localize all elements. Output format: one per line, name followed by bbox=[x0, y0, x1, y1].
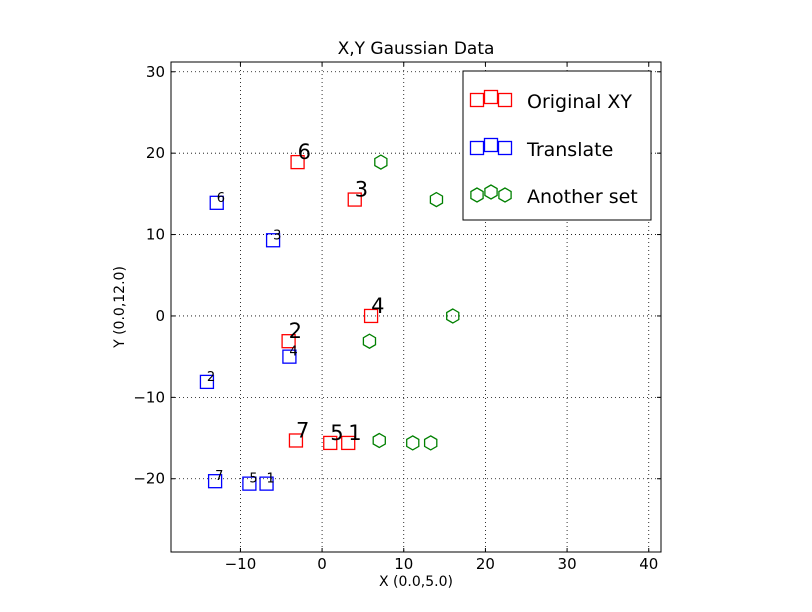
y-axis-label: Y (0.0,12.0) bbox=[112, 266, 128, 349]
point-label: 1 bbox=[267, 472, 275, 487]
data-point bbox=[374, 154, 388, 170]
y-tick-label: −20 bbox=[133, 470, 165, 488]
legend: Original XY Translate Another set bbox=[462, 70, 652, 221]
data-point bbox=[265, 233, 281, 248]
data-point bbox=[207, 474, 223, 489]
data-point bbox=[372, 432, 386, 449]
data-point bbox=[446, 308, 460, 324]
legend-item: Translate bbox=[469, 137, 613, 161]
legend-marker bbox=[470, 187, 484, 203]
legend-label: Another set bbox=[527, 186, 638, 208]
x-tick-label: 20 bbox=[476, 555, 495, 573]
point-label: 6 bbox=[217, 191, 225, 206]
data-point bbox=[362, 333, 377, 349]
data-point bbox=[290, 154, 305, 170]
x-axis-label: X (0.0,5.0) bbox=[379, 574, 453, 590]
legend-marker bbox=[469, 140, 485, 156]
data-point bbox=[259, 476, 274, 491]
chart-title: X,Y Gaussian Data bbox=[338, 39, 495, 59]
point-label: 2 bbox=[289, 319, 302, 343]
legend-item: Original XY bbox=[469, 89, 632, 113]
legend-label: Original XY bbox=[527, 91, 632, 113]
y-tick-label: 20 bbox=[146, 144, 165, 162]
data-point bbox=[199, 374, 215, 390]
x-tick-label: 0 bbox=[317, 555, 327, 573]
legend-marker bbox=[483, 137, 499, 153]
point-label: 3 bbox=[273, 228, 281, 243]
data-point bbox=[242, 476, 257, 491]
y-tick-label: −10 bbox=[133, 388, 165, 406]
legend-label: Translate bbox=[526, 139, 613, 161]
legend-frame bbox=[462, 70, 652, 221]
x-tick-label: 10 bbox=[394, 555, 413, 573]
point-label: 5 bbox=[249, 472, 257, 487]
data-point bbox=[341, 435, 356, 451]
axis-ticks: −10 0 10 20 30 40 −20 −10 0 10 20 30 bbox=[133, 62, 661, 573]
point-label: 5 bbox=[330, 421, 343, 445]
data-point bbox=[406, 435, 420, 451]
x-tick-label: 40 bbox=[639, 555, 658, 573]
data-point bbox=[209, 195, 224, 210]
point-label: 3 bbox=[355, 178, 368, 202]
point-label: 2 bbox=[207, 370, 215, 385]
y-tick-label: 10 bbox=[146, 226, 165, 244]
grid-lines bbox=[171, 62, 661, 552]
legend-marker bbox=[469, 92, 485, 108]
point-label: 1 bbox=[348, 421, 361, 445]
legend-marker bbox=[484, 184, 498, 200]
x-tick-label: 30 bbox=[558, 555, 577, 573]
x-tick-label: −10 bbox=[225, 555, 257, 573]
point-label: 4 bbox=[289, 345, 297, 360]
data-point bbox=[347, 192, 362, 207]
legend-marker bbox=[498, 187, 512, 203]
legend-item: Another set bbox=[470, 184, 638, 208]
y-tick-label: 0 bbox=[155, 307, 165, 325]
data-point bbox=[363, 308, 379, 324]
data-point bbox=[281, 334, 296, 349]
plot-frame bbox=[170, 61, 662, 553]
data-point bbox=[429, 191, 444, 208]
data-point bbox=[282, 349, 297, 364]
y-tick-label: 30 bbox=[146, 63, 165, 81]
point-label: 4 bbox=[371, 294, 384, 318]
legend-marker bbox=[497, 140, 513, 156]
point-label: 7 bbox=[296, 418, 309, 442]
legend-marker bbox=[483, 89, 499, 105]
point-label: 7 bbox=[215, 469, 223, 484]
point-label: 6 bbox=[298, 140, 311, 164]
data-point bbox=[288, 433, 304, 448]
data-point bbox=[423, 435, 438, 451]
legend-marker bbox=[497, 92, 513, 108]
data-point bbox=[323, 435, 338, 451]
plot-data: 1 2 3 4 5 6 7 1 2 3 4 5 6 7 bbox=[199, 140, 460, 491]
